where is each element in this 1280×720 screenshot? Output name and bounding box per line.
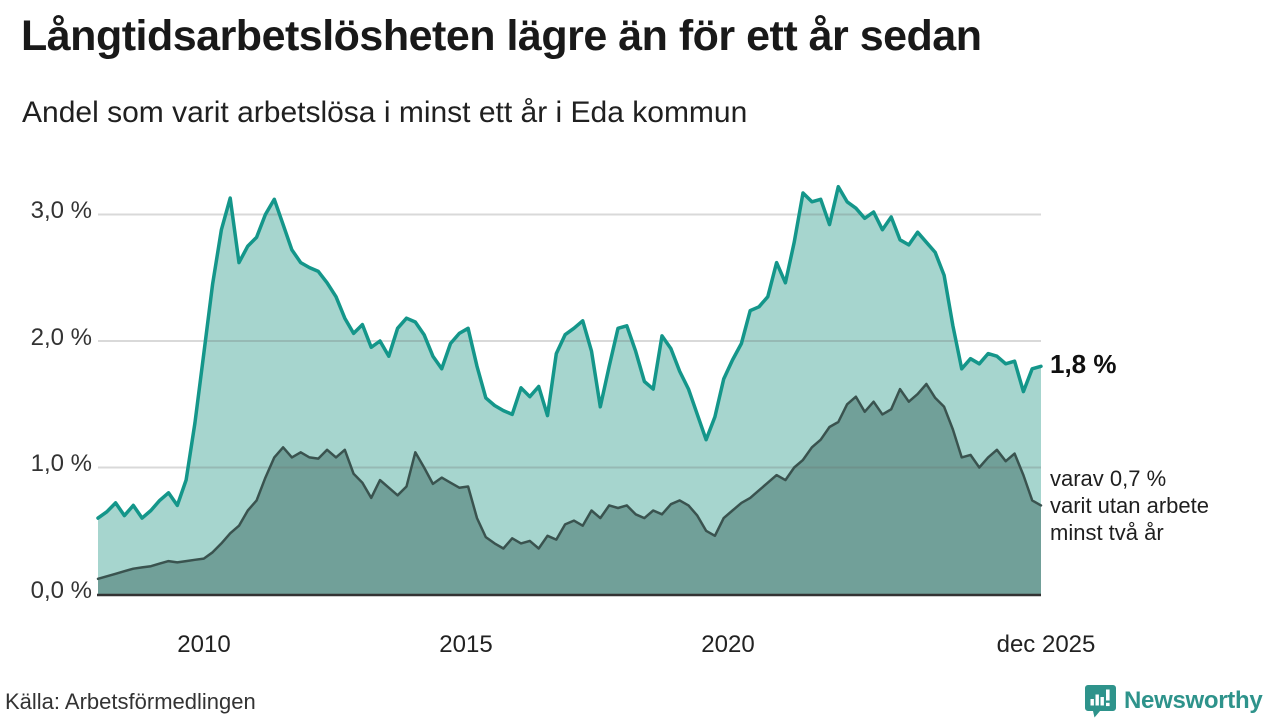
y-axis-label-3: 3,0 % (30, 197, 92, 224)
secondary-note-line-3: minst två år (1050, 520, 1164, 545)
y-axis-label-1: 1,0 % (30, 450, 92, 477)
x-axis-label-2020: 2020 (701, 631, 755, 658)
secondary-series-note: varav 0,7 % varit utan arbete minst två … (1050, 465, 1275, 546)
area-fill-unemployed-2years (98, 384, 1041, 594)
newsworthy-logo[interactable]: Newsworthy (1084, 684, 1276, 718)
page-subtitle: Andel som varit arbetslösa i minst ett å… (22, 96, 748, 129)
newsworthy-logo-text: Newsworthy (1124, 687, 1263, 714)
secondary-note-line-2: varit utan arbete (1050, 493, 1209, 518)
x-axis-label-2015: 2015 (439, 631, 493, 658)
series-line-unemployed-2years (96, 382, 1043, 581)
series-line-unemployed-1year (96, 184, 1043, 520)
page-title: Långtidsarbetslösheten lägre än för ett … (21, 12, 982, 60)
y-axis-label-0: 0,0 % (30, 577, 92, 604)
x-axis-label-2010: 2010 (177, 631, 231, 658)
secondary-note-line-1: varav 0,7 % (1050, 466, 1167, 491)
newsworthy-logo-icon (1085, 685, 1116, 718)
source-credit: Källa: Arbetsförmedlingen (5, 689, 256, 714)
x-axis-label-dec-2025: dec 2025 (996, 631, 1096, 658)
latest-value-label: 1,8 % (1050, 349, 1117, 379)
y-axis-label-2: 2,0 % (30, 324, 92, 351)
